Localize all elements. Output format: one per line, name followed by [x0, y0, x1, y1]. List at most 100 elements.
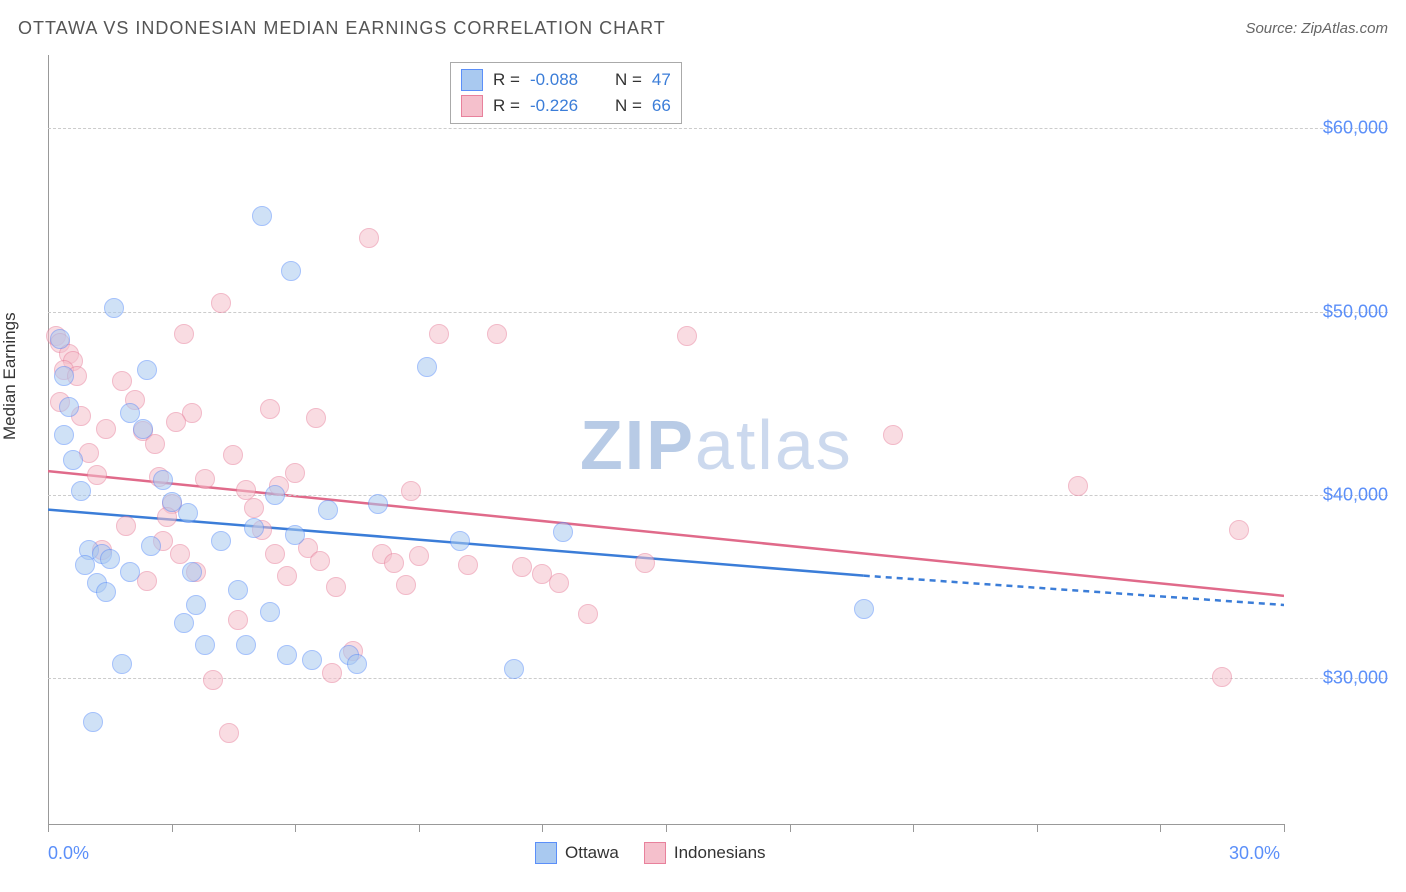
gridline: [48, 312, 1388, 313]
x-tick: [1160, 824, 1161, 832]
scatter-point-ottawa: [182, 562, 202, 582]
y-tick-label: $60,000: [1323, 118, 1388, 139]
legend-swatch: [535, 842, 557, 864]
scatter-point-ottawa: [417, 357, 437, 377]
scatter-point-indonesian: [260, 399, 280, 419]
scatter-point-indonesian: [244, 498, 264, 518]
legend-series-item: Ottawa: [535, 842, 619, 864]
scatter-point-indonesian: [203, 670, 223, 690]
scatter-point-ottawa: [120, 562, 140, 582]
scatter-point-indonesian: [578, 604, 598, 624]
scatter-point-ottawa: [75, 555, 95, 575]
scatter-point-indonesian: [228, 610, 248, 630]
scatter-point-indonesian: [401, 481, 421, 501]
scatter-point-indonesian: [429, 324, 449, 344]
scatter-point-ottawa: [63, 450, 83, 470]
scatter-point-indonesian: [1229, 520, 1249, 540]
x-tick: [295, 824, 296, 832]
scatter-point-ottawa: [178, 503, 198, 523]
scatter-point-indonesian: [326, 577, 346, 597]
scatter-point-indonesian: [359, 228, 379, 248]
scatter-point-ottawa: [228, 580, 248, 600]
scatter-point-ottawa: [854, 599, 874, 619]
chart-title: OTTAWA VS INDONESIAN MEDIAN EARNINGS COR…: [18, 18, 666, 39]
x-tick: [1037, 824, 1038, 832]
source-attribution: Source: ZipAtlas.com: [1245, 20, 1388, 37]
scatter-point-ottawa: [54, 366, 74, 386]
scatter-point-ottawa: [265, 485, 285, 505]
scatter-point-ottawa: [59, 397, 79, 417]
scatter-point-ottawa: [211, 531, 231, 551]
x-tick: [666, 824, 667, 832]
n-value: 47: [652, 70, 671, 90]
r-label: R =: [493, 96, 520, 116]
scatter-point-indonesian: [512, 557, 532, 577]
legend-swatch: [461, 95, 483, 117]
scatter-point-ottawa: [260, 602, 280, 622]
x-tick: [790, 824, 791, 832]
scatter-point-indonesian: [219, 723, 239, 743]
scatter-point-indonesian: [487, 324, 507, 344]
scatter-point-ottawa: [553, 522, 573, 542]
scatter-point-ottawa: [252, 206, 272, 226]
scatter-point-indonesian: [112, 371, 132, 391]
legend-series: Ottawa Indonesians: [535, 842, 766, 864]
x-tick: [542, 824, 543, 832]
scatter-point-ottawa: [236, 635, 256, 655]
n-label: N =: [615, 70, 642, 90]
scatter-point-ottawa: [186, 595, 206, 615]
x-tick-label: 30.0%: [1229, 843, 1280, 864]
scatter-point-ottawa: [347, 654, 367, 674]
scatter-point-indonesian: [174, 324, 194, 344]
scatter-point-indonesian: [1068, 476, 1088, 496]
x-tick-label: 0.0%: [48, 843, 89, 864]
legend-swatch: [461, 69, 483, 91]
scatter-point-ottawa: [104, 298, 124, 318]
r-label: R =: [493, 70, 520, 90]
scatter-point-ottawa: [318, 500, 338, 520]
r-value: -0.088: [530, 70, 590, 90]
scatter-point-indonesian: [409, 546, 429, 566]
scatter-point-indonesian: [87, 465, 107, 485]
scatter-point-indonesian: [635, 553, 655, 573]
scatter-point-indonesian: [166, 412, 186, 432]
scatter-point-ottawa: [285, 525, 305, 545]
scatter-point-indonesian: [236, 480, 256, 500]
legend-swatch: [644, 842, 666, 864]
scatter-point-ottawa: [281, 261, 301, 281]
scatter-point-ottawa: [141, 536, 161, 556]
x-tick: [419, 824, 420, 832]
x-tick: [1284, 824, 1285, 832]
scatter-point-indonesian: [211, 293, 231, 313]
scatter-point-ottawa: [54, 425, 74, 445]
scatter-point-ottawa: [50, 329, 70, 349]
scatter-point-indonesian: [677, 326, 697, 346]
legend-stat-row: R = -0.088 N = 47: [461, 67, 671, 93]
y-tick-label: $30,000: [1323, 668, 1388, 689]
scatter-point-indonesian: [306, 408, 326, 428]
scatter-point-ottawa: [100, 549, 120, 569]
legend-label: Indonesians: [674, 843, 766, 863]
scatter-point-indonesian: [322, 663, 342, 683]
legend-stats: R = -0.088 N = 47 R =-0.226N =66: [450, 62, 682, 124]
legend-series-item: Indonesians: [644, 842, 766, 864]
scatter-point-ottawa: [96, 582, 116, 602]
scatter-point-ottawa: [368, 494, 388, 514]
scatter-point-ottawa: [174, 613, 194, 633]
scatter-point-ottawa: [302, 650, 322, 670]
scatter-point-ottawa: [71, 481, 91, 501]
scatter-point-ottawa: [504, 659, 524, 679]
scatter-point-indonesian: [384, 553, 404, 573]
chart-container: OTTAWA VS INDONESIAN MEDIAN EARNINGS COR…: [0, 0, 1406, 892]
scatter-point-indonesian: [458, 555, 478, 575]
scatter-point-indonesian: [549, 573, 569, 593]
scatter-point-ottawa: [195, 635, 215, 655]
scatter-point-ottawa: [277, 645, 297, 665]
y-axis-label: Median Earnings: [0, 312, 20, 440]
scatter-point-indonesian: [396, 575, 416, 595]
n-value: 66: [652, 96, 671, 116]
legend-stat-row: R =-0.226N =66: [461, 93, 671, 119]
scatter-point-ottawa: [83, 712, 103, 732]
scatter-point-indonesian: [170, 544, 190, 564]
gridline: [48, 128, 1388, 129]
